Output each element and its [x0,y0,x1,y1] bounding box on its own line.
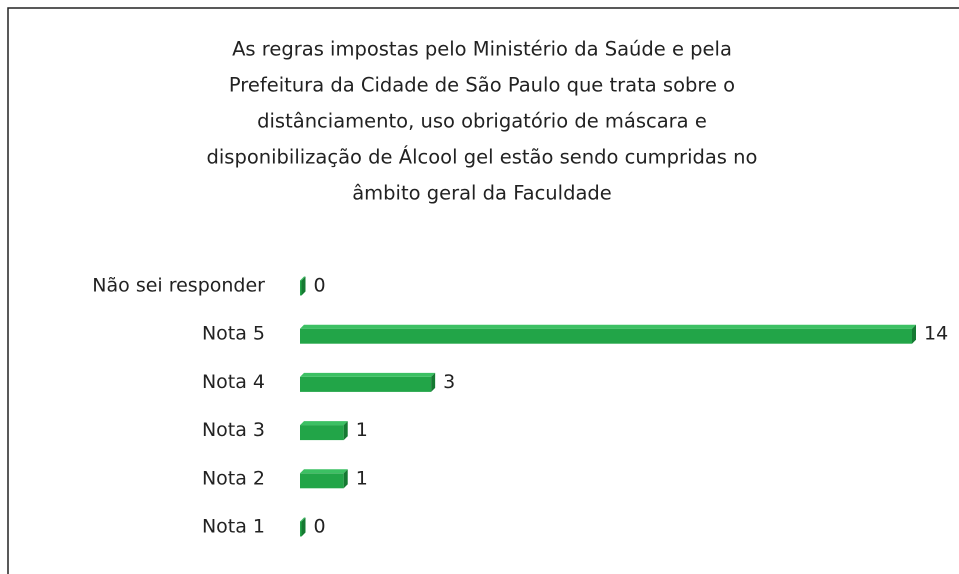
y-tick-label: Nota 1 [202,516,265,538]
y-tick-label: Nota 5 [202,323,265,345]
y-tick-label: Nota 2 [202,467,265,489]
bar [300,469,348,489]
chart-border [7,7,959,574]
bar [300,324,916,344]
bar [300,517,306,537]
y-tick-label: Nota 4 [202,371,265,393]
data-label: 1 [356,467,368,489]
chart-title: âmbito geral da Faculdade [352,182,612,205]
chart-title: Prefeitura da Cidade de São Paulo que tr… [229,74,735,97]
bar [300,421,348,441]
chart-title: distânciamento, uso obrigatório de másca… [257,110,707,133]
y-tick-label: Nota 3 [202,419,265,441]
bar [300,372,436,392]
data-label: 14 [924,323,948,345]
data-label: 3 [443,371,455,393]
data-label: 1 [356,419,368,441]
chart-title: disponibilização de Álcool gel estão sen… [207,146,758,169]
y-tick-label: Não sei responder [92,275,265,297]
data-label: 0 [314,516,326,538]
chart-title: As regras impostas pelo Ministério da Sa… [232,38,732,61]
bar [300,276,306,296]
data-label: 0 [314,275,326,297]
